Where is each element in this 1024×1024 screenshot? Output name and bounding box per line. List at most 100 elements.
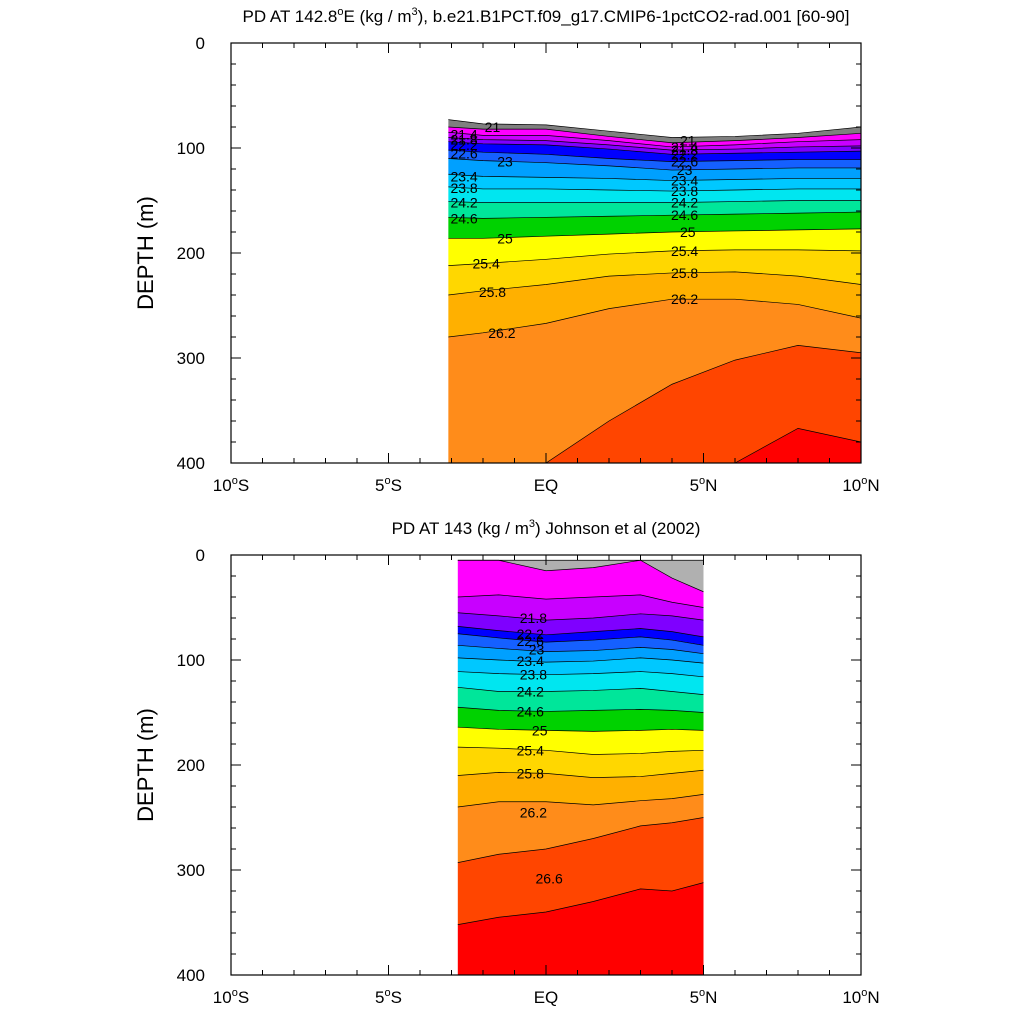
y-tick-label: 0: [196, 34, 205, 53]
y-tick-label: 400: [177, 966, 205, 985]
x-tick-label: 10oN: [842, 987, 879, 1007]
x-tick-label: 5oS: [375, 987, 402, 1007]
contour-label: 21: [485, 119, 501, 135]
isopycnal-line: [457, 644, 704, 655]
top-panel-y-axis-label: DEPTH (m): [133, 196, 158, 310]
x-tick-label: 5oS: [375, 475, 402, 495]
contour-label: 26.2: [488, 325, 515, 341]
contour-label: 25.8: [517, 765, 544, 781]
density-band: [457, 560, 704, 608]
contour-label: 24.2: [450, 195, 477, 211]
density-band: [457, 671, 704, 695]
contour-label: 25.8: [479, 284, 506, 300]
density-band: [448, 127, 861, 147]
isopycnal-line: [448, 228, 861, 239]
contour-label: 22.6: [450, 145, 477, 161]
density-band: [457, 707, 704, 732]
contour-label: 25.4: [517, 742, 544, 758]
y-tick-label: 100: [177, 651, 205, 670]
density-band: [457, 727, 704, 755]
contour-label: 23.4: [517, 653, 544, 669]
contour-label: 21: [680, 133, 696, 149]
bottom-panel-axis-ticks: 10oS 5oS EQ 5oN 10oN 0 100 200 300 400: [177, 546, 880, 1007]
y-tick-label: 200: [177, 244, 205, 263]
x-tick-label: 5oN: [690, 987, 718, 1007]
contour-label: 23.4: [671, 173, 698, 189]
isopycnal-line: [457, 794, 704, 808]
y-tick-label: 300: [177, 349, 205, 368]
density-band: [448, 158, 861, 181]
isopycnal-line: [448, 158, 861, 171]
isopycnal-line: [457, 633, 704, 646]
isopycnal-line: [457, 612, 704, 621]
density-band: [448, 299, 861, 463]
contour-label: 21.8: [520, 610, 547, 626]
x-tick-label: EQ: [534, 988, 559, 1007]
density-band: [457, 633, 704, 654]
isopycnal-line: [457, 626, 704, 638]
isopycnal-line: [448, 298, 861, 338]
density-band: [448, 271, 861, 337]
density-band: [457, 794, 704, 863]
contour-label: 21.8: [671, 142, 698, 158]
contour-label: 26.6: [536, 870, 563, 886]
density-band: [457, 645, 704, 664]
isopycnal-line: [457, 817, 704, 863]
bottom-panel-density-fill: [457, 560, 704, 975]
contour-label: 23.4: [450, 168, 477, 184]
contour-label: 24.6: [517, 703, 544, 719]
contour-label: 23: [529, 642, 545, 658]
x-tick-label: 10oS: [213, 475, 249, 495]
x-tick-label: 10oN: [842, 475, 879, 495]
y-tick-label: 100: [177, 139, 205, 158]
isopycnal-line: [448, 271, 861, 296]
density-band: [448, 345, 861, 463]
band-above-first: [457, 560, 704, 592]
contour-label: 25: [497, 230, 513, 246]
density-band: [448, 137, 861, 155]
isopycnal-line: [457, 671, 704, 678]
isopycnal-line: [448, 173, 861, 181]
contour-label: 21.4: [671, 139, 698, 155]
density-band: [457, 626, 704, 646]
contour-label: 25.4: [671, 243, 698, 259]
density-band: [448, 132, 861, 151]
contour-label: 26.2: [671, 291, 698, 307]
contour-label: 25: [532, 722, 548, 738]
isopycnal-line: [448, 141, 861, 155]
density-band: [457, 882, 704, 975]
density-band: [448, 212, 861, 239]
contour-label: 21.4: [450, 126, 477, 142]
density-band: [457, 687, 704, 713]
density-band: [448, 228, 861, 266]
isopycnal-line: [457, 686, 704, 695]
isopycnal-line: [457, 706, 704, 713]
density-band: [448, 174, 861, 192]
y-tick-label: 200: [177, 756, 205, 775]
top-panel-density-fill: [448, 119, 861, 463]
contour-label: 22.6: [517, 633, 544, 649]
x-tick-label: 5oN: [690, 475, 718, 495]
x-tick-label: EQ: [534, 476, 559, 495]
isopycnal-line: [457, 769, 704, 778]
top-panel-axis-ticks: 10oS 5oS EQ 5oN 10oN 0 100 200 300 400: [177, 34, 880, 495]
density-band: [448, 200, 861, 219]
isopycnal-line: [448, 149, 861, 163]
isopycnal-line: [448, 345, 861, 463]
isopycnal-line: [448, 249, 861, 266]
isopycnal-line: [448, 126, 861, 144]
contour-label: 24.6: [671, 207, 698, 223]
contour-label: 23.8: [671, 183, 698, 199]
density-band: [457, 747, 704, 778]
isopycnal-line: [457, 746, 704, 755]
contour-label: 21.8: [450, 132, 477, 148]
contour-label: 23.8: [450, 180, 477, 196]
density-band: [457, 817, 704, 925]
isopycnal-line: [457, 657, 704, 664]
y-tick-label: 300: [177, 861, 205, 880]
isopycnal-line: [448, 137, 861, 151]
top-panel-title: PD AT 142.8oE (kg / m3), b.e21.B1PCT.f09…: [243, 6, 850, 26]
isopycnal-line: [448, 186, 861, 192]
bottom-panel-y-axis-label: DEPTH (m): [133, 708, 158, 822]
